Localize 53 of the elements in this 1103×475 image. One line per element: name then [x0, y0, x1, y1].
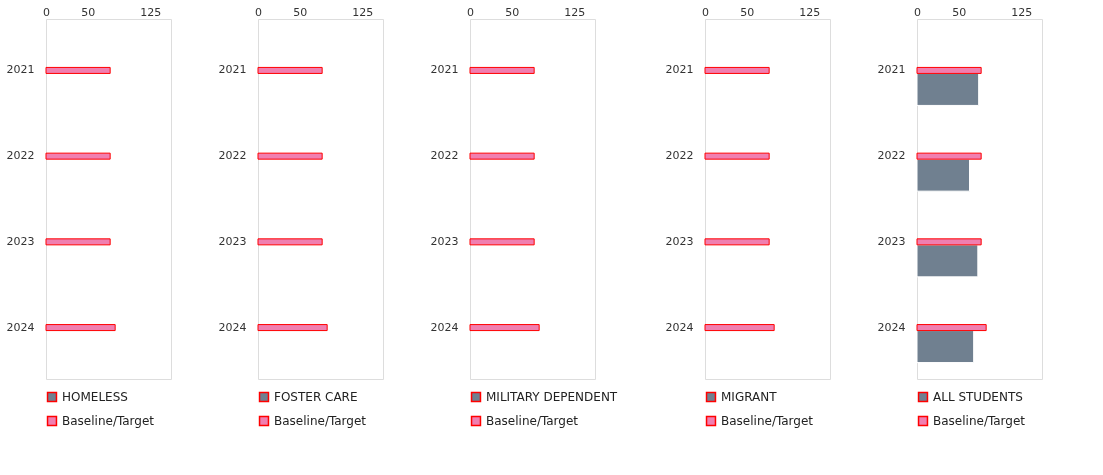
legend-label: Baseline/Target: [274, 414, 367, 428]
x-tick-label: 125: [564, 5, 586, 19]
y-tick-label: 2021: [665, 63, 694, 77]
legend-label: Baseline/Target: [933, 414, 1026, 428]
bar: [916, 72, 980, 106]
x-tick-label: 0: [255, 5, 262, 19]
y-tick-label: 2023: [430, 234, 459, 248]
legend-label: MIGRANT: [721, 390, 778, 404]
y-tick-label: 2021: [877, 63, 906, 77]
y-tick-label: 2024: [430, 320, 459, 334]
y-tick-label: 2023: [218, 234, 247, 248]
legend-label: ALL STUDENTS: [933, 390, 1023, 404]
y-tick-label: 2024: [6, 320, 35, 334]
legend-label: Baseline/Target: [721, 414, 814, 428]
x-tick-label: 50: [293, 5, 308, 19]
x-tick-label: 0: [467, 5, 474, 19]
y-tick-label: 2022: [218, 149, 247, 163]
legend-label: MILITARY DEPENDENT: [486, 390, 618, 404]
bar: [916, 66, 982, 74]
bar: [916, 158, 970, 192]
x-tick-label: 0: [43, 5, 50, 19]
legend-label: Baseline/Target: [486, 414, 579, 428]
y-tick-label: 2023: [6, 234, 35, 248]
legend-label: Baseline/Target: [62, 414, 155, 428]
y-tick-label: 2021: [430, 63, 459, 77]
bar: [916, 330, 975, 364]
y-tick-label: 2022: [430, 149, 459, 163]
bar: [916, 244, 979, 278]
x-tick-label: 50: [505, 5, 520, 19]
x-tick-label: 125: [140, 5, 162, 19]
y-tick-label: 2024: [877, 320, 906, 334]
y-tick-label: 2023: [665, 234, 694, 248]
y-tick-label: 2022: [6, 149, 35, 163]
legend-label: FOSTER CARE: [274, 390, 358, 404]
bar: [916, 152, 982, 160]
y-tick-label: 2024: [665, 320, 694, 334]
y-tick-label: 2022: [877, 149, 906, 163]
x-tick-label: 0: [702, 5, 709, 19]
x-tick-label: 125: [1011, 5, 1033, 19]
x-tick-label: 125: [799, 5, 821, 19]
x-tick-label: 50: [740, 5, 755, 19]
x-tick-label: 0: [914, 5, 921, 19]
y-tick-label: 2021: [218, 63, 247, 77]
x-tick-label: 50: [81, 5, 96, 19]
y-tick-label: 2021: [6, 63, 35, 77]
x-tick-label: 50: [952, 5, 967, 19]
y-tick-label: 2022: [665, 149, 694, 163]
y-tick-label: 2024: [218, 320, 247, 334]
x-tick-label: 125: [352, 5, 374, 19]
legend-label: HOMELESS: [62, 390, 128, 404]
y-tick-label: 2023: [877, 234, 906, 248]
bar: [916, 324, 987, 332]
bar: [916, 238, 982, 246]
